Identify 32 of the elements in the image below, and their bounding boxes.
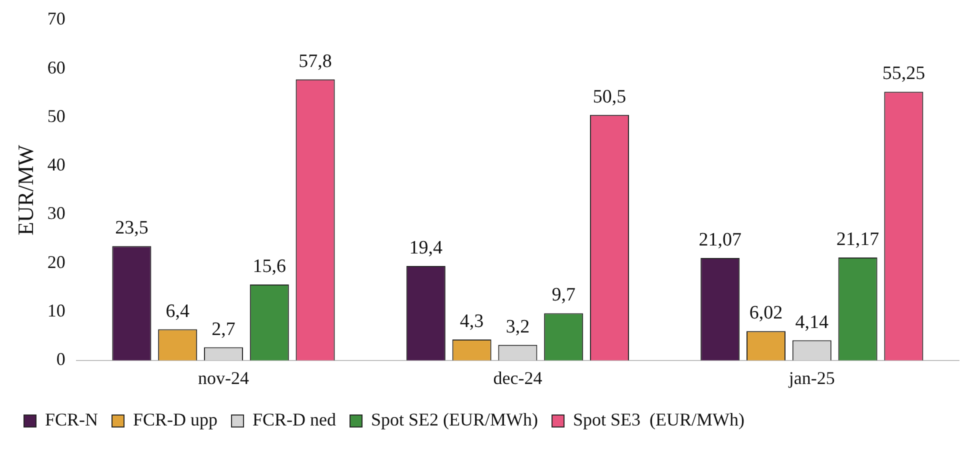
data-label: 21,07 (698, 229, 742, 250)
data-label: 3,2 (506, 316, 530, 338)
x-tick-label: dec-24 (493, 368, 542, 388)
legend-label: Spot SE2 (EUR/MWh) (371, 410, 538, 430)
data-label: 4,14 (795, 312, 830, 333)
data-label: 6,4 (166, 300, 190, 322)
y-axis-title: EUR/MW (12, 144, 38, 236)
data-label: 50,5 (592, 86, 626, 108)
y-tick-label: 70 (47, 8, 66, 29)
x-tick-label: nov-24 (198, 368, 249, 388)
data-label: 15,6 (252, 256, 286, 278)
y-tick-label: 30 (47, 203, 66, 224)
legend-label: FCR-D ned (252, 410, 336, 430)
legend-label: FCR-D upp (133, 410, 218, 430)
x-tick-label: jan-25 (788, 368, 835, 388)
data-label: 55,25 (882, 63, 926, 84)
data-label: 57,8 (298, 50, 332, 72)
legend-label: Spot SE3 (EUR/MWh) (573, 410, 745, 430)
y-tick-label: 40 (47, 154, 66, 175)
y-tick-label: 20 (47, 252, 66, 272)
data-label: 19,4 (409, 238, 444, 259)
legend-label: FCR-N (45, 410, 98, 430)
data-label: 21,17 (836, 228, 880, 250)
data-label: 23,5 (115, 218, 148, 239)
y-tick-label: 50 (47, 106, 66, 126)
data-label: 4,3 (460, 310, 484, 332)
data-label: 2,7 (212, 318, 236, 340)
y-tick-label: 60 (47, 57, 66, 78)
y-tick-label: 0 (56, 349, 66, 370)
data-label: 6,02 (749, 302, 783, 324)
y-tick-label: 10 (47, 300, 66, 321)
data-label: 9,7 (552, 284, 576, 306)
